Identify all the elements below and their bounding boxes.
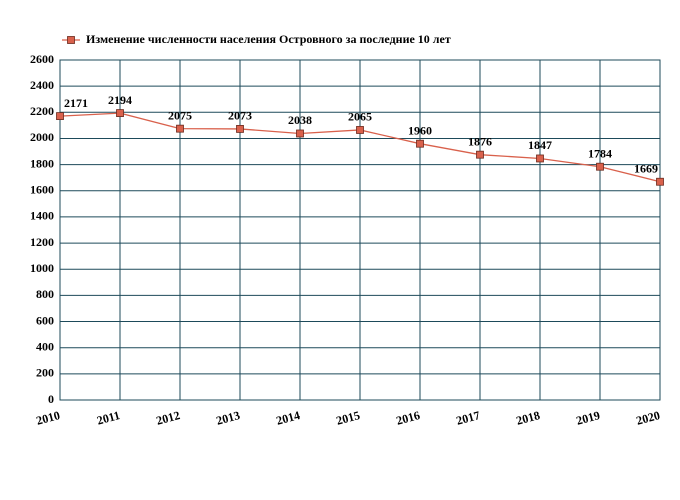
x-tick-label: 2013 [215,408,242,428]
point-marker [116,109,124,117]
legend-label: Изменение численности населения Островно… [86,32,451,46]
point-marker [296,129,304,138]
y-tick-label: 1200 [30,235,54,249]
x-tick-label: 2017 [455,408,482,428]
data-label: 2065 [348,110,372,124]
x-tick-label: 2016 [395,408,422,428]
y-tick-label: 400 [36,339,54,353]
y-tick-label: 1000 [30,261,54,275]
y-tick-label: 2000 [30,130,54,144]
point-marker [176,124,184,133]
x-tick-label: 2015 [335,408,362,428]
data-label: 1876 [468,134,492,148]
point-marker [416,139,424,148]
data-label: 2038 [288,113,312,127]
y-tick-label: 1600 [30,183,54,197]
point-marker [476,150,484,159]
point-marker [656,177,664,186]
data-label: 1784 [588,146,612,160]
data-label: 2075 [168,108,192,122]
x-tick-label: 2012 [155,408,182,428]
y-tick-label: 200 [36,366,54,380]
data-label: 1669 [634,161,658,175]
point-marker [356,126,364,134]
y-tick-label: 1400 [30,209,54,223]
x-tick-label: 2014 [275,408,302,428]
y-tick-label: 0 [48,392,54,406]
point-marker [56,112,64,120]
data-label: 2171 [64,96,88,110]
legend-marker [67,36,75,44]
x-tick-label: 2019 [575,408,602,428]
y-tick-label: 2200 [30,104,54,118]
x-tick-label: 2010 [35,408,62,428]
data-label: 1960 [408,123,432,137]
data-label: 2194 [108,93,132,107]
y-tick-label: 800 [36,287,54,301]
point-marker [536,154,544,163]
y-tick-label: 2400 [30,78,54,92]
point-marker [236,125,244,133]
x-tick-label: 2020 [635,408,662,428]
y-tick-label: 1800 [30,156,54,170]
data-label: 1847 [528,138,552,152]
y-tick-label: 600 [36,313,54,327]
point-marker [596,162,604,171]
y-tick-label: 2600 [30,52,54,66]
plot-border [59,59,661,401]
x-tick-label: 2018 [515,408,542,428]
data-label: 2073 [228,109,252,123]
x-tick-label: 2011 [95,408,121,428]
